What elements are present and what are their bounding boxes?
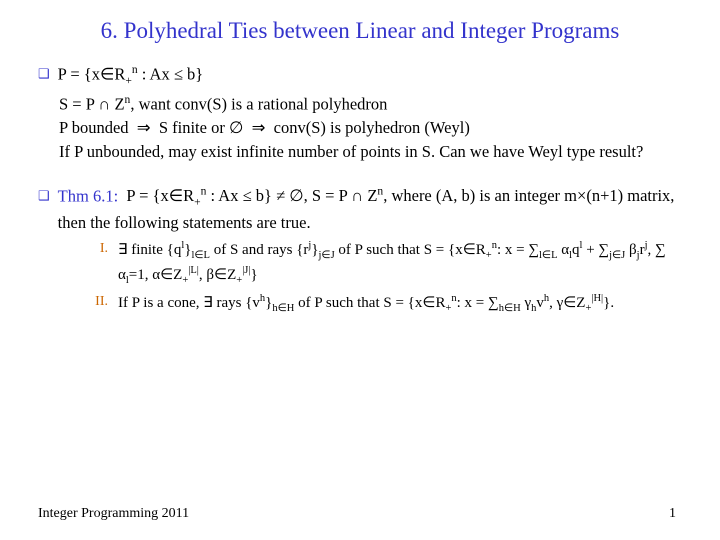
square-bullet-icon: ❑ (38, 66, 50, 82)
roman-item-1: I. ∃ finite {ql}l∈L of S and rays {rj}j∈… (80, 239, 682, 288)
def-line-4: If P unbounded, may exist infinite numbe… (59, 140, 682, 164)
footer-page-number: 1 (669, 506, 676, 522)
roman-list: I. ∃ finite {ql}l∈L of S and rays {rj}j∈… (80, 239, 682, 316)
bullet-row: ❑ Thm 6.1: P = {x∈R+n : Ax ≤ b} ≠ ∅, S =… (38, 184, 682, 235)
block-theorem: ❑ Thm 6.1: P = {x∈R+n : Ax ≤ b} ≠ ∅, S =… (38, 184, 682, 317)
roman-numeral: I. (80, 239, 108, 257)
slide-container: 6. Polyhedral Ties between Linear and In… (0, 0, 720, 316)
roman-item-2: II. If P is a cone, ∃ rays {vh}h∈H of P … (80, 292, 682, 317)
roman-numeral: II. (80, 292, 108, 310)
roman-text: ∃ finite {ql}l∈L of S and rays {rj}j∈J o… (118, 239, 682, 288)
roman-text: If P is a cone, ∃ rays {vh}h∈H of P such… (118, 292, 614, 317)
bullet-row: ❑ P = {x∈R+n : Ax ≤ b} (38, 62, 682, 90)
thm-statement: Thm 6.1: P = {x∈R+n : Ax ≤ b} ≠ ∅, S = P… (58, 184, 682, 235)
block-definitions: ❑ P = {x∈R+n : Ax ≤ b} S = P ∩ Zn, want … (38, 62, 682, 164)
slide-title: 6. Polyhedral Ties between Linear and In… (38, 18, 682, 44)
thm-body: P = {x∈R+n : Ax ≤ b} ≠ ∅, S = P ∩ Zn, wh… (58, 186, 675, 232)
def-line-2: S = P ∩ Zn, want conv(S) is a rational p… (59, 92, 682, 116)
def-line-1: P = {x∈R+n : Ax ≤ b} (58, 62, 204, 90)
footer-course: Integer Programming 2011 (38, 506, 189, 522)
def-line-3: P bounded ⇒ S finite or ∅ ⇒ conv(S) is p… (59, 116, 682, 140)
square-bullet-icon: ❑ (38, 188, 50, 204)
thm-label: Thm 6.1: (58, 186, 119, 205)
